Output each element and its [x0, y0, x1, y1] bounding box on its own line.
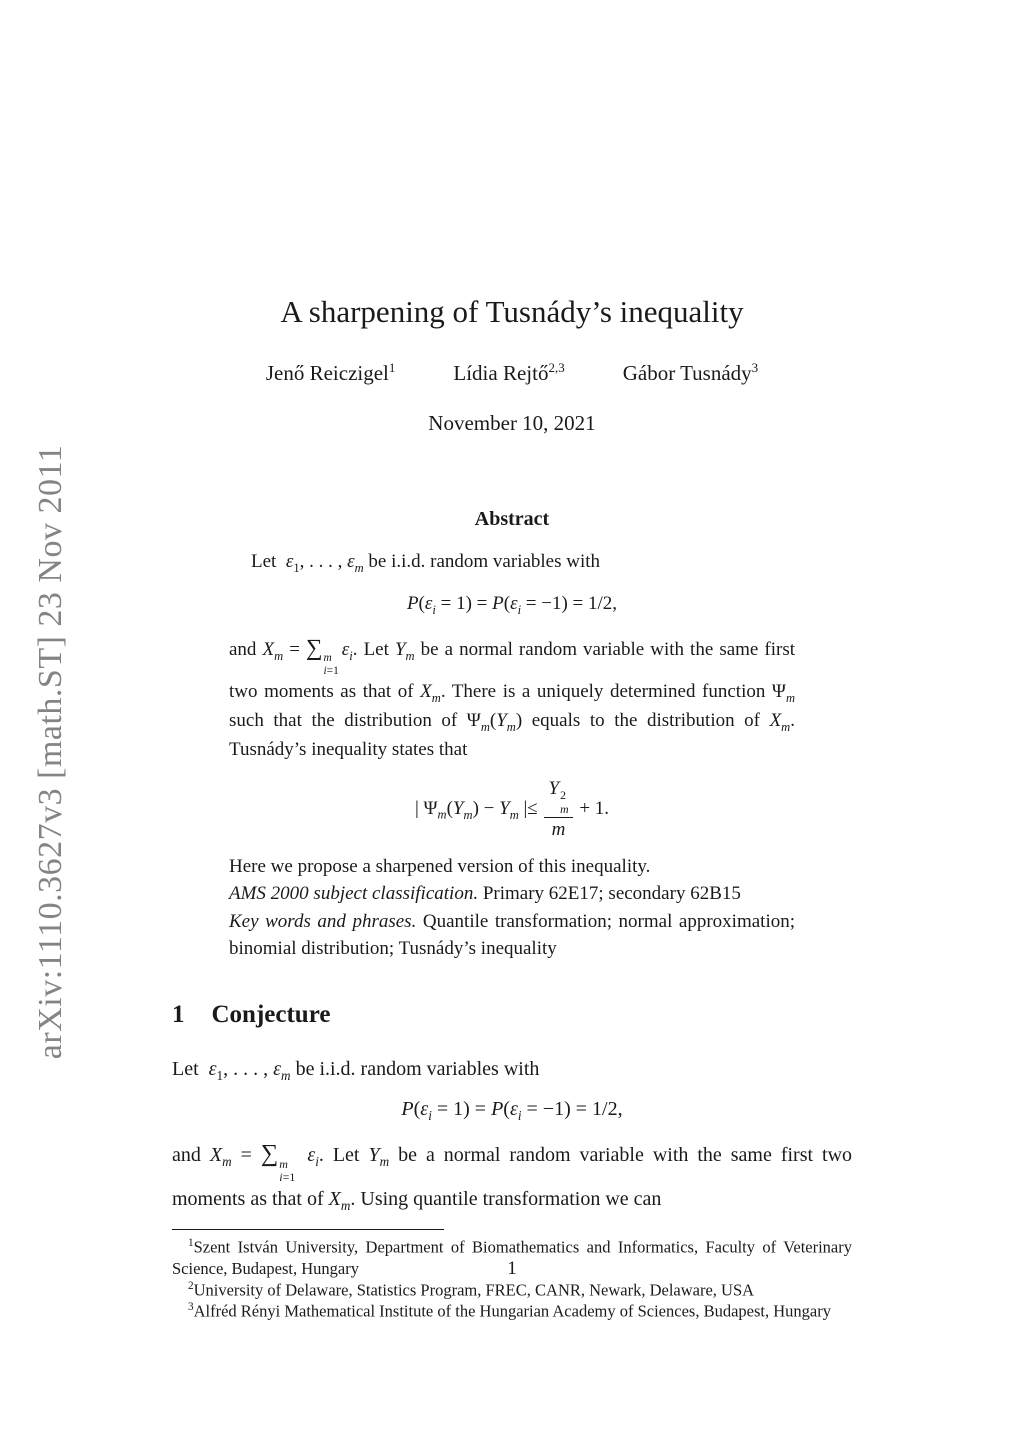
- footnote-3-mark: 3: [188, 1301, 194, 1314]
- author-list: Jenő Reiczigel1 Lídia Rejtő2,3 Gábor Tus…: [172, 360, 852, 386]
- author-1: Jenő Reiczigel1: [266, 360, 396, 386]
- abstract-intro-line: Let ε1, . . . , εm be i.i.d. random vari…: [251, 551, 601, 576]
- footnotes-block: 1Szent István University, Department of …: [172, 1228, 852, 1322]
- section-1-heading: 1 Conjecture: [172, 1001, 852, 1029]
- section-1-equation-probability: P(εi = 1) = P(εi = −1) = 1/2,: [401, 1098, 623, 1124]
- author-2: Lídia Rejtő2,3: [453, 360, 564, 386]
- abstract-equation-probability: P(εi = 1) = P(εi = −1) = 1/2,: [406, 593, 618, 618]
- footnote-3: 3Alfréd Rényi Mathematical Institute of …: [172, 1300, 852, 1322]
- arxiv-watermark: arXiv:1110.3627v3 [math.ST] 23 Nov 2011: [32, 444, 69, 1060]
- author-3-affiliation-mark: 3: [751, 359, 759, 375]
- footnote-3-text: Alfréd Rényi Mathematical Institute of t…: [193, 1301, 831, 1321]
- abstract-closing-line: Here we propose a sharpened version of t…: [229, 856, 651, 878]
- author-2-name: Lídia Rejtő: [453, 360, 549, 385]
- abstract-section: Abstract Let ε1, . . . , εm be i.i.d. ra…: [229, 505, 795, 963]
- page-number: 1: [507, 1258, 517, 1279]
- section-1-number: 1: [172, 1000, 185, 1028]
- footnote-2-mark: 2: [188, 1279, 194, 1292]
- footnote-1-text: Szent István University, Department of B…: [172, 1237, 852, 1278]
- author-1-affiliation-mark: 1: [388, 359, 396, 375]
- author-2-affiliation-mark: 2,3: [548, 359, 565, 375]
- author-3-name: Gábor Tusnády: [622, 360, 752, 385]
- section-1-paragraph-1: Let ε1, . . . , εm be i.i.d. random vari…: [172, 1057, 540, 1083]
- footnote-2: 2University of Delaware, Statistics Prog…: [172, 1279, 852, 1301]
- abstract-heading: Abstract: [474, 507, 550, 530]
- footnote-1: 1Szent István University, Department of …: [172, 1236, 852, 1279]
- abstract-body-paragraph: and Xm = ∑ m i=1 εi. Let Ym be a normal ran…: [229, 635, 796, 760]
- paper-title: A sharpening of Tusnády’s inequality: [280, 294, 744, 329]
- section-1-paragraph-2: and Xm = ∑ m i=1 εi. Let Ym be a normal ra…: [172, 1140, 853, 1213]
- author-1-name: Jenő Reiczigel: [265, 360, 389, 385]
- author-3: Gábor Tusnády3: [623, 360, 758, 386]
- keywords-line: Key words and phrases. Quantile transfor…: [229, 910, 795, 960]
- paper-date: November 10, 2021: [428, 410, 596, 435]
- footnote-1-mark: 1: [188, 1236, 194, 1249]
- paper-content: A sharpening of Tusnády’s inequality Jen…: [172, 0, 852, 1322]
- section-1-title: Conjecture: [211, 1000, 331, 1028]
- footnote-2-text: University of Delaware, Statistics Progr…: [193, 1280, 755, 1300]
- footnote-rule: [172, 1228, 444, 1230]
- ams-classification-line: AMS 2000 subject classification. Primary…: [229, 883, 741, 905]
